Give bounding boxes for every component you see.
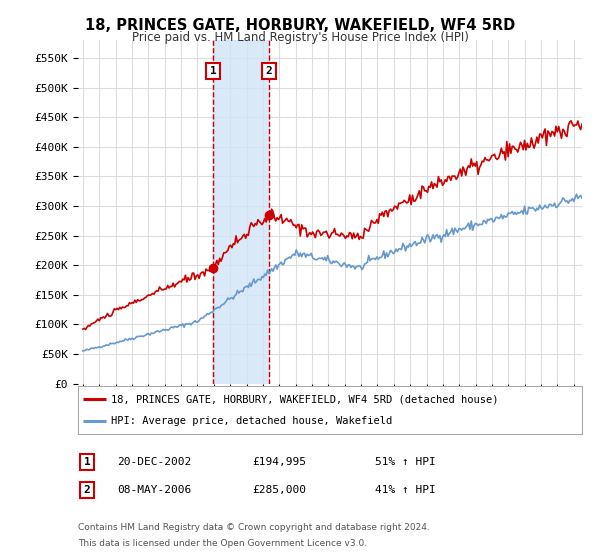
Bar bbox=[213, 40, 269, 384]
Text: Price paid vs. HM Land Registry's House Price Index (HPI): Price paid vs. HM Land Registry's House … bbox=[131, 31, 469, 44]
Text: 20-DEC-2002: 20-DEC-2002 bbox=[117, 457, 191, 467]
Text: 08-MAY-2006: 08-MAY-2006 bbox=[117, 485, 191, 495]
Text: 18, PRINCES GATE, HORBURY, WAKEFIELD, WF4 5RD: 18, PRINCES GATE, HORBURY, WAKEFIELD, WF… bbox=[85, 18, 515, 34]
Text: 2: 2 bbox=[83, 485, 91, 495]
Text: 1: 1 bbox=[210, 66, 217, 76]
Text: 1: 1 bbox=[83, 457, 91, 467]
Text: 51% ↑ HPI: 51% ↑ HPI bbox=[375, 457, 436, 467]
Text: Contains HM Land Registry data © Crown copyright and database right 2024.: Contains HM Land Registry data © Crown c… bbox=[78, 523, 430, 532]
Text: 18, PRINCES GATE, HORBURY, WAKEFIELD, WF4 5RD (detached house): 18, PRINCES GATE, HORBURY, WAKEFIELD, WF… bbox=[111, 394, 498, 404]
Text: £285,000: £285,000 bbox=[252, 485, 306, 495]
Text: £194,995: £194,995 bbox=[252, 457, 306, 467]
Text: This data is licensed under the Open Government Licence v3.0.: This data is licensed under the Open Gov… bbox=[78, 539, 367, 548]
Text: HPI: Average price, detached house, Wakefield: HPI: Average price, detached house, Wake… bbox=[111, 416, 392, 426]
Text: 41% ↑ HPI: 41% ↑ HPI bbox=[375, 485, 436, 495]
Text: 2: 2 bbox=[265, 66, 272, 76]
